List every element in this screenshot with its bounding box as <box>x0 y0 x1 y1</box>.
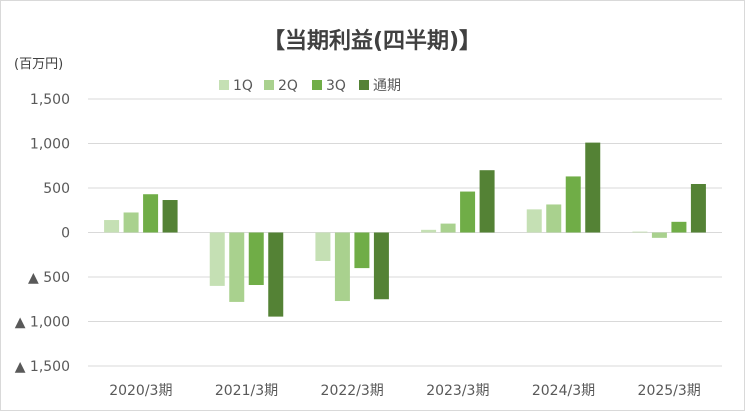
bar <box>104 220 120 233</box>
y-unit-label: (百万円) <box>14 57 63 72</box>
bar <box>460 191 476 233</box>
legend-swatch <box>359 80 369 90</box>
legend-label: 1Q <box>233 78 253 94</box>
y-tick-label: 0 <box>61 226 70 242</box>
bar <box>334 232 350 302</box>
y-tick-label: ▲ 500 <box>28 270 70 286</box>
x-axis-categories: 2020/3期 2021/3期 2022/3期 2023/3期 2024/3期 2025/… <box>109 383 701 399</box>
bar <box>671 221 687 233</box>
bar <box>143 194 159 233</box>
y-tick-label: 1,500 <box>30 92 70 108</box>
bar <box>229 232 245 302</box>
bar <box>248 232 264 286</box>
bar <box>268 232 284 317</box>
bar <box>546 204 562 233</box>
legend-label: 3Q <box>326 78 346 94</box>
x-category-label: 2020/3期 <box>109 383 172 399</box>
gridlines <box>88 98 722 367</box>
x-category-label: 2021/3期 <box>215 383 278 399</box>
bars <box>104 142 706 317</box>
bar <box>526 209 542 233</box>
bar <box>123 212 139 233</box>
legend: 1Q 2Q 3Q 通期 <box>219 78 401 94</box>
chart-title: 【当期利益(四半期)】 <box>263 28 481 54</box>
legend-swatch <box>312 80 322 90</box>
bar <box>690 183 706 233</box>
legend-label: 2Q <box>278 78 298 94</box>
x-category-label: 2022/3期 <box>321 383 384 399</box>
y-tick-label: ▲ 1,000 <box>15 315 70 331</box>
bar <box>162 200 178 233</box>
bar <box>651 232 667 238</box>
bar <box>479 170 495 233</box>
x-category-label: 2023/3期 <box>426 383 489 399</box>
bar <box>315 232 331 261</box>
bar <box>209 232 225 286</box>
bar <box>632 231 648 233</box>
legend-swatch <box>219 80 229 90</box>
x-category-label: 2025/3期 <box>638 383 701 399</box>
bar <box>565 176 581 233</box>
y-tick-label: 500 <box>43 181 70 197</box>
legend-label: 通期 <box>373 78 401 94</box>
bar <box>373 232 389 300</box>
bar <box>585 142 601 233</box>
y-axis-ticks: 1,500 1,000 500 0 ▲ 500 ▲ 1,000 ▲ 1,500 <box>15 92 70 375</box>
y-tick-label: ▲ 1,500 <box>15 359 70 375</box>
y-tick-label: 1,000 <box>30 137 70 153</box>
bar <box>440 223 456 233</box>
x-category-label: 2024/3期 <box>532 383 595 399</box>
legend-swatch <box>264 80 274 90</box>
bar <box>421 229 437 233</box>
bar <box>354 232 370 269</box>
